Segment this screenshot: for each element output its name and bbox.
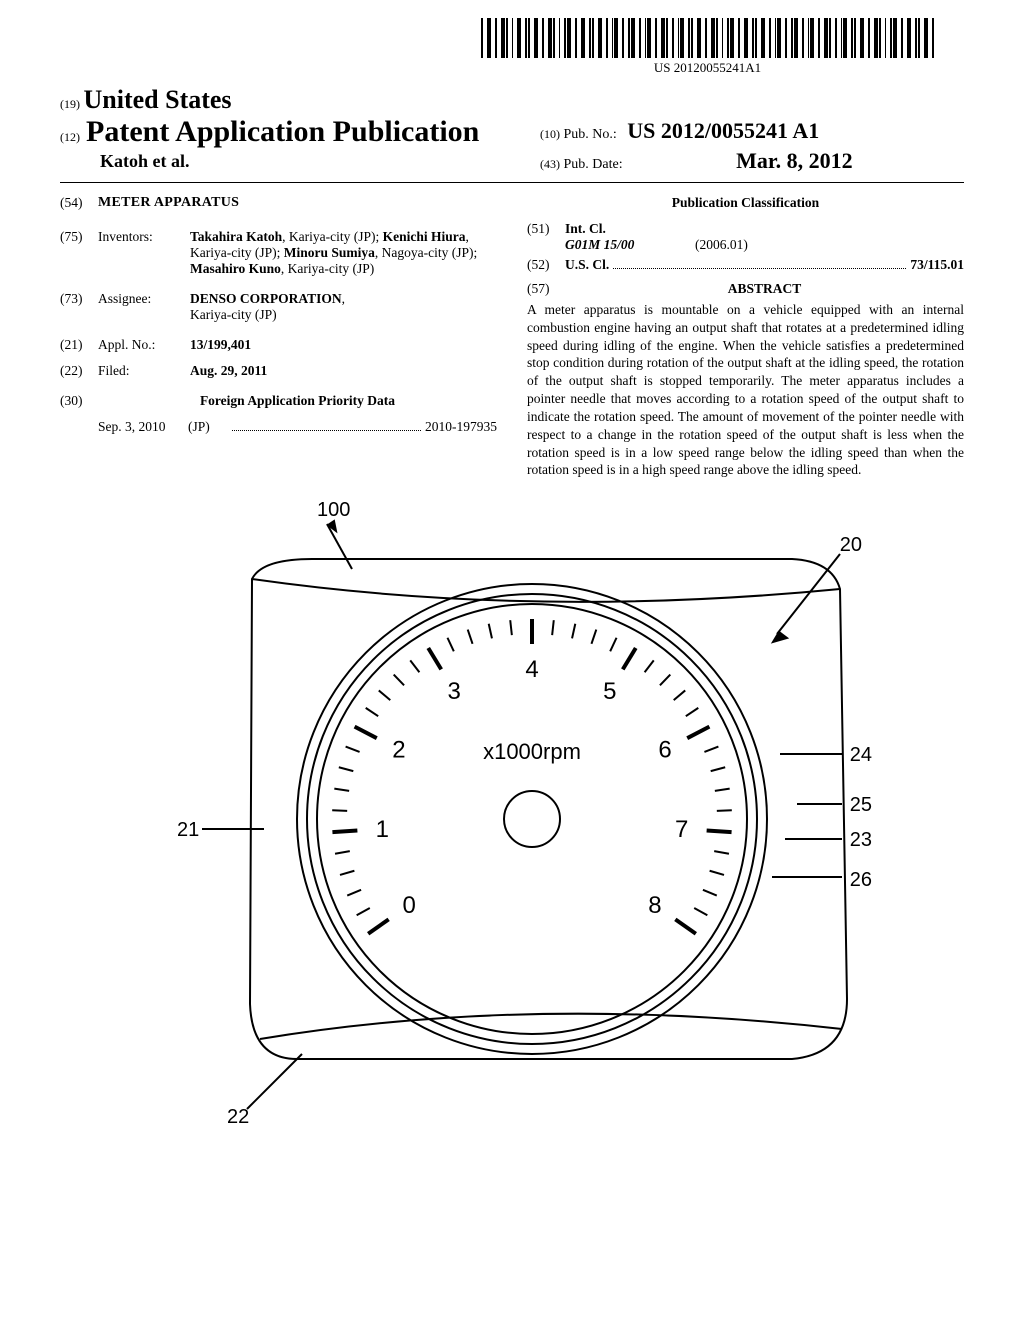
priority-date: Sep. 3, 2010 [98,419,188,435]
code-57: (57) [527,281,565,297]
code-22: (22) [60,363,98,379]
assignee-name: DENSO CORPORATION [190,291,342,306]
country-name: United States [84,85,232,114]
assignee-loc: Kariya-city (JP) [190,307,277,322]
inventors-label: Inventors: [98,229,190,277]
invention-title: METER APPARATUS [98,195,239,211]
code-10: (10) [540,127,560,141]
svg-text:0: 0 [402,892,415,919]
priority-block: (30) Foreign Application Priority Data S… [60,393,497,435]
pubno-label: Pub. No.: [564,127,617,142]
barcode-block: US 20120055241A1 [481,18,934,76]
applno-value: 13/199,401 [190,337,251,352]
applno-label: Appl. No.: [98,337,190,353]
code-21: (21) [60,337,98,353]
inventor-1: Takahira Katoh [190,229,282,244]
dotted-leader [613,268,906,269]
code-12: (12) [60,130,80,145]
intcl-label: Int. Cl. [565,221,606,236]
uscl-value: 73/115.01 [910,257,964,272]
divider [60,182,964,183]
priority-number: 2010-197935 [425,419,497,435]
assignee-value: DENSO CORPORATION, Kariya-city (JP) [190,291,497,323]
pubno-value: US 2012/0055241 A1 [627,118,819,143]
svg-text:6: 6 [658,737,671,764]
patent-page: US 20120055241A1 (19) United States (12)… [0,0,1024,1320]
abstract-text: A meter apparatus is mountable on a vehi… [527,301,964,479]
pubno-line: (10) Pub. No.: US 2012/0055241 A1 [540,118,853,144]
svg-text:1: 1 [376,816,389,843]
assignee-label: Assignee: [98,291,190,323]
pubdate-value: Mar. 8, 2012 [736,148,853,173]
units-label: x1000rpm [483,739,581,764]
abstract-heading: ABSTRACT [728,281,802,296]
filed-label: Filed: [98,363,190,379]
tachometer-drawing: 0 1 2 3 4 5 6 7 8 x1000rpm [152,499,872,1129]
intcl-symbol: G01M 15/00 [565,237,634,252]
filed-value: Aug. 29, 2011 [190,363,267,378]
code-75: (75) [60,229,98,277]
svg-text:5: 5 [603,678,616,705]
code-52: (52) [527,257,565,273]
barcode-icon [481,18,934,58]
right-column: Publication Classification (51) Int. Cl.… [527,195,964,479]
code-19: (19) [60,97,80,111]
code-73: (73) [60,291,98,323]
inventors-row: (75) Inventors: Takahira Katoh, Kariya-c… [60,229,497,277]
code-43: (43) [540,157,560,171]
country-line: (19) United States [60,85,964,115]
dotted-leader [232,430,421,431]
uscl-label: U.S. Cl. [565,257,609,272]
publication-type: Patent Application Publication [86,115,479,149]
uscl-row: (52) U.S. Cl. 73/115.01 [527,257,964,273]
inventors-value: Takahira Katoh, Kariya-city (JP); Kenich… [190,229,497,277]
intcl-version: (2006.01) [695,237,748,253]
code-30: (30) [60,393,98,409]
svg-text:7: 7 [675,816,688,843]
bibliographic-data: (54) METER APPARATUS (75) Inventors: Tak… [60,195,964,479]
classification-heading: Publication Classification [527,195,964,211]
left-column: (54) METER APPARATUS (75) Inventors: Tak… [60,195,497,479]
inventor-4: Masahiro Kuno [190,261,281,276]
title-row: (54) METER APPARATUS [60,195,497,211]
svg-text:3: 3 [448,678,461,705]
filed-row: (22) Filed: Aug. 29, 2011 [60,363,497,379]
assignee-row: (73) Assignee: DENSO CORPORATION, Kariya… [60,291,497,323]
abstract-heading-row: (57) ABSTRACT [527,281,964,297]
right-header: (10) Pub. No.: US 2012/0055241 A1 (43) P… [540,118,853,174]
code-51: (51) [527,221,565,237]
priority-country: (JP) [188,419,228,435]
svg-text:2: 2 [392,737,405,764]
svg-text:8: 8 [648,892,661,919]
applno-row: (21) Appl. No.: 13/199,401 [60,337,497,353]
svg-text:4: 4 [525,656,538,683]
barcode-text: US 20120055241A1 [481,60,934,76]
code-54: (54) [60,195,98,211]
pubdate-line: (43) Pub. Date: Mar. 8, 2012 [540,148,853,174]
inventor-3: Minoru Sumiya [284,245,375,260]
intcl-block: (51) Int. Cl. G01M 15/00 (2006.01) [527,221,964,253]
pubdate-label: Pub. Date: [564,157,623,172]
patent-figure: 100 20 24 25 23 26 21 22 [152,499,872,1129]
inventor-2: Kenichi Hiura [383,229,466,244]
priority-heading: Foreign Application Priority Data [200,393,395,408]
